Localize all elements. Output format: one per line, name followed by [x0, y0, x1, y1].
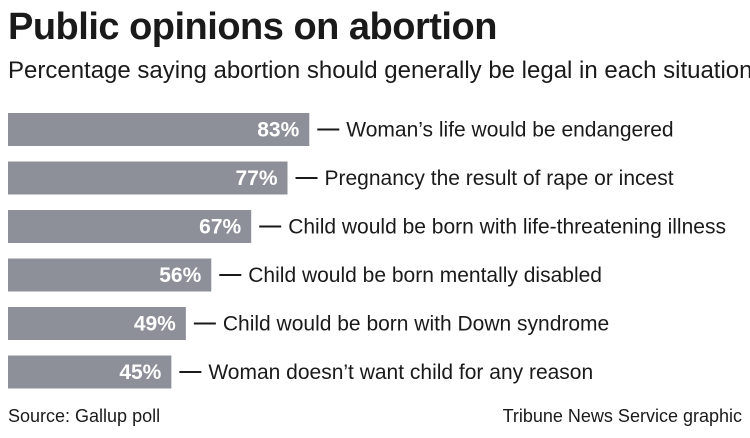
bar-value-label: 56%	[159, 264, 201, 287]
bar	[8, 307, 186, 340]
category-label: Child would be born with life-threatenin…	[288, 216, 726, 239]
bar	[8, 258, 212, 292]
bar-value-label: 45%	[119, 361, 161, 384]
category-label: Pregnancy the result of rape or incest	[325, 167, 674, 190]
bar-value-label: 77%	[235, 167, 277, 190]
category-label: Woman doesn’t want child for any reason	[208, 361, 593, 384]
category-label: Child would be born with Down syndrome	[223, 313, 609, 336]
source-note: Source: Gallup poll	[8, 406, 161, 426]
bar-value-label: 83%	[257, 119, 299, 142]
category-label: Woman’s life would be endangered	[346, 119, 673, 142]
credit-note: Tribune News Service graphic	[502, 406, 742, 426]
bar-value-label: 49%	[134, 313, 176, 336]
bar-value-label: 67%	[199, 216, 241, 239]
chart-title: Public opinions on abortion	[8, 6, 497, 48]
bar	[8, 355, 172, 389]
bar	[8, 161, 288, 195]
chart-subtitle: Percentage saying abortion should genera…	[8, 57, 750, 84]
category-label: Child would be born mentally disabled	[248, 264, 602, 287]
bar	[8, 210, 252, 243]
bar	[8, 113, 310, 146]
